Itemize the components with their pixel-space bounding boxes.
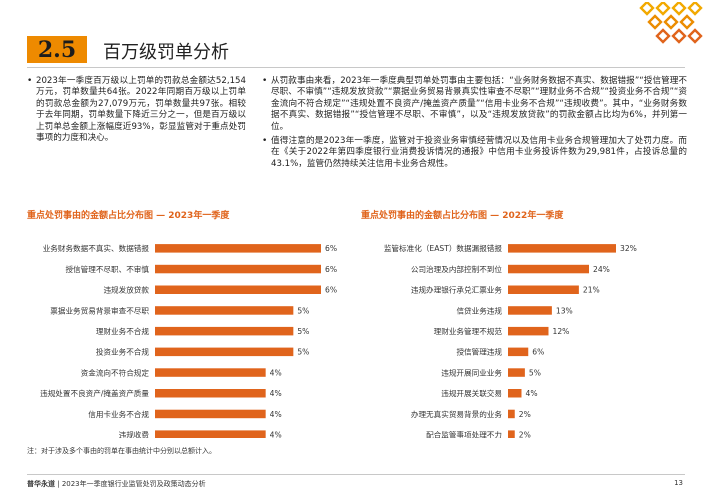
chart-title-2022: 重点处罚事由的金额占比分布图 — 2022年一季度: [361, 211, 564, 221]
bar-value-label: 6%: [325, 286, 337, 295]
bar: [155, 244, 321, 253]
bar-category-label: 授信管理不尽职、不审慎: [65, 264, 149, 274]
bar-category-label: 违规收费: [119, 429, 150, 438]
page-number: 13: [674, 479, 683, 487]
bar: [155, 389, 266, 398]
bar: [508, 326, 549, 336]
bar: [508, 409, 515, 419]
bar: [155, 409, 266, 419]
bar-value-label: 4%: [526, 389, 538, 398]
bar-category-label: 违规开展同业业务: [441, 367, 502, 377]
bar-value-label: 12%: [553, 327, 570, 336]
bar-value-label: 5%: [529, 368, 541, 377]
bar-category-label: 办理无真实贸易背景的业务: [411, 409, 503, 419]
section-number-badge: 2.5: [27, 36, 87, 63]
bar: [508, 368, 525, 377]
bar: [508, 430, 515, 438]
bar: [508, 306, 552, 315]
bar-value-label: 4%: [270, 389, 282, 398]
pwc-logo: [639, 2, 703, 44]
bar: [155, 285, 321, 294]
bar-value-label: 24%: [593, 265, 610, 274]
bar-category-label: 公司治理及内部控制不到位: [411, 264, 503, 274]
bar: [155, 368, 266, 377]
title-divider: [27, 67, 685, 68]
bar-value-label: 5%: [297, 306, 309, 315]
bar-value-label: 2%: [519, 410, 531, 419]
bar-value-label: 13%: [556, 306, 573, 315]
bar: [155, 326, 294, 336]
bar-category-label: 理财业务不合规: [96, 326, 150, 336]
bar-category-label: 资金流向不符合规定: [81, 367, 150, 377]
bar-category-label: 票据业务贸易背景审查不尽职: [50, 305, 149, 315]
left-bullet-1: 2023年一季度百万级以上罚单的罚款总金额达52,154万元，罚单数量共64张。…: [27, 76, 246, 144]
bar-category-label: 监管标准化（EAST）数据漏报错报: [384, 243, 503, 253]
bar-value-label: 32%: [620, 244, 637, 253]
footnote: 注：对于涉及多个事由的罚单在事由统计中分别以总额计入。: [27, 447, 216, 455]
bar-value-label: 21%: [583, 286, 600, 295]
bar: [155, 430, 266, 438]
bar-value-label: 6%: [325, 244, 337, 253]
bar: [508, 244, 616, 253]
bar-category-label: 违规开展关联交易: [441, 388, 502, 398]
right-bullet-2: 值得注意的是2023年一季度，监管对于投资业务审慎经营情况以及信用卡业务合规管理…: [262, 136, 687, 170]
bar: [508, 285, 579, 294]
footer-report-title: | 2023年一季度银行业监管处罚及政策动态分析: [57, 480, 206, 488]
bar-value-label: 4%: [270, 410, 282, 419]
bar-category-label: 投资业务不合规: [96, 347, 150, 357]
bar-value-label: 5%: [297, 327, 309, 336]
bar-chart-2023: 业务财务数据不真实、数据错报 6% 授信管理不尽职、不审慎 6% 违规发放贷款 6% 票据业…: [27, 232, 357, 438]
bar: [508, 347, 529, 357]
bar-value-label: 6%: [325, 265, 337, 274]
bar-category-label: 信贷业务违规: [456, 305, 502, 315]
bar-category-label: 违规处置不良资产/掩盖资产质量: [40, 388, 149, 398]
bar: [508, 389, 522, 398]
bar-category-label: 信用卡业务不合规: [88, 409, 149, 419]
bar-chart-2023-svg: 业务财务数据不真实、数据错报 6% 授信管理不尽职、不审慎 6% 违规发放贷款 6% 票据业…: [40, 243, 337, 438]
bar-category-label: 理财业务管理不规范: [434, 326, 503, 336]
footer-text: 普华永道 | 2023年一季度银行业监管处罚及政策动态分析: [27, 479, 206, 489]
section-title: 百万级罚单分析: [103, 42, 229, 63]
bar: [508, 264, 589, 274]
bar-value-label: 4%: [270, 430, 282, 438]
bar-chart-2022: 监管标准化（EAST）数据漏报错报 32% 公司治理及内部控制不到位 24% 违规办理银…: [361, 232, 691, 438]
bar-category-label: 配合监管事项处理不力: [426, 429, 502, 438]
right-text-column: 从罚款事由来看，2023年一季度典型罚单处罚事由主要包括：“业务财务数据不真实、…: [262, 76, 687, 173]
bar: [155, 306, 294, 315]
bar-value-label: 4%: [270, 368, 282, 377]
bar-category-label: 违规发放贷款: [103, 285, 149, 295]
chart-title-2023: 重点处罚事由的金额占比分布图 — 2023年一季度: [27, 211, 230, 221]
bar-category-label: 违规办理银行承兑汇票业务: [411, 285, 503, 295]
footer-divider: [27, 474, 685, 475]
bar: [155, 347, 294, 357]
bar-value-label: 6%: [532, 348, 544, 357]
right-bullet-1: 从罚款事由来看，2023年一季度典型罚单处罚事由主要包括：“业务财务数据不真实、…: [262, 76, 687, 133]
bar: [155, 264, 321, 274]
bar-value-label: 5%: [297, 348, 309, 357]
bar-chart-2022-svg: 监管标准化（EAST）数据漏报错报 32% 公司治理及内部控制不到位 24% 违规办理银…: [384, 243, 637, 438]
bar-category-label: 业务财务数据不真实、数据错报: [43, 243, 150, 253]
bar-category-label: 授信管理违规: [456, 347, 502, 357]
bar-value-label: 2%: [519, 430, 531, 438]
left-text-column: 2023年一季度百万级以上罚单的罚款总金额达52,154万元，罚单数量共64张。…: [27, 76, 246, 147]
footer-brand: 普华永道: [27, 480, 55, 488]
